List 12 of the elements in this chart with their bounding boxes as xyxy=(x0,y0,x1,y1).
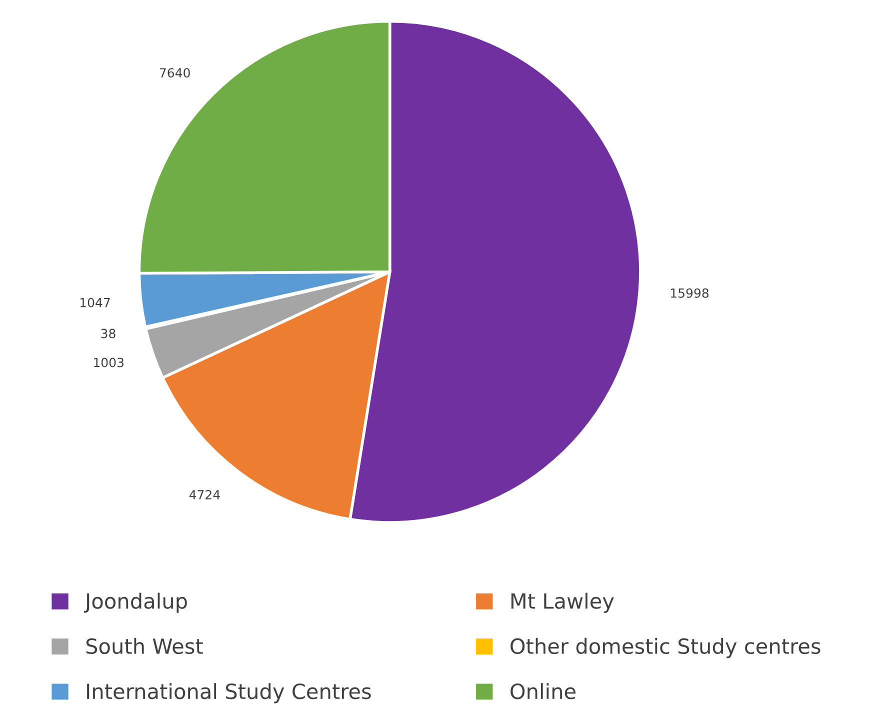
legend-label: Other domestic Study centres xyxy=(510,638,820,658)
data-label: 7640 xyxy=(160,68,190,78)
data-label: 1047 xyxy=(80,298,110,308)
legend-label: Joondalup xyxy=(84,592,187,613)
data-label: 38 xyxy=(101,328,116,338)
legend-label: International Study Centres xyxy=(87,683,371,704)
legend-label: South West xyxy=(86,638,203,654)
data-label: 4724 xyxy=(189,490,220,500)
legend-label: Mt Lawley xyxy=(511,592,614,613)
data-label: 1003 xyxy=(94,358,124,368)
data-label: 15998 xyxy=(670,288,709,298)
legend-label: Online xyxy=(510,683,576,700)
